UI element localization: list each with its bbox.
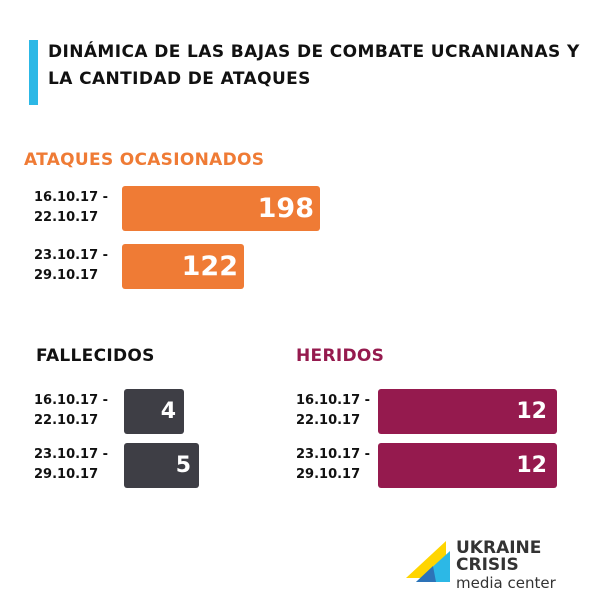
fallecidos-date-line: 23.10.17 - [34,447,109,462]
heridos-heading: HERIDOS [296,346,385,366]
ataques-ocasionados-date-label: 23.10.17 - 29.10.17 [34,246,108,286]
fallecidos-date-line: 16.10.17 - [34,393,109,408]
fallecidos-value-label: 4 [160,399,176,424]
ataques-ocasionados-date-label: 16.10.17 - 22.10.17 [34,188,108,228]
ataques-ocasionados-bar: 122 [122,244,244,289]
heridos-date-label: 16.10.17 - 22.10.17 [296,391,370,431]
fallecidos-value-label: 5 [175,453,191,478]
logo-name: UKRAINE CRISIS [456,538,542,575]
heridos-bar: 12 [378,443,557,488]
page-title-line-1: Dinámica de las bajas de combate ucrania… [48,42,580,62]
ataques-ocasionados-heading: ATAQUES OCASIONADOS [24,150,265,170]
fallecidos-bar: 4 [124,389,184,434]
title-accent-bar [29,40,38,105]
ataques-ocasionados-date-line: 23.10.17 - [34,248,109,263]
fallecidos-date-label: 16.10.17 - 22.10.17 [34,391,108,431]
ataques-ocasionados-date-line: 29.10.17 [34,268,99,283]
logo-blue-triangle [416,566,436,582]
fallecidos-date-line: 29.10.17 [34,467,99,482]
ataques-ocasionados-value-label: 122 [181,251,238,282]
ataques-ocasionados-date-line: 16.10.17 - [34,190,109,205]
logo-text: UKRAINE CRISIS media center [456,540,594,591]
logo-subtitle: media center [456,574,556,592]
heridos-date-line: 23.10.17 - [296,447,371,462]
fallecidos-heading: FALLECIDOS [36,346,155,366]
logo: UKRAINE CRISIS media center [404,538,594,591]
heridos-date-line: 29.10.17 [296,467,361,482]
heridos-date-label: 23.10.17 - 29.10.17 [296,445,370,485]
ataques-ocasionados-date-line: 22.10.17 [34,210,99,225]
heridos-date-line: 16.10.17 - [296,393,371,408]
page-title-line-2: la cantidad de ataques [48,69,311,89]
ataques-ocasionados-value-label: 198 [257,193,314,224]
heridos-bar: 12 [378,389,557,434]
fallecidos-date-line: 22.10.17 [34,413,99,428]
fallecidos-date-label: 23.10.17 - 29.10.17 [34,445,108,485]
logo-mark-icon [406,541,450,582]
heridos-value-label: 12 [516,399,547,424]
ataques-ocasionados-bar: 198 [122,186,320,231]
fallecidos-bar: 5 [124,443,199,488]
heridos-date-line: 22.10.17 [296,413,361,428]
heridos-value-label: 12 [516,453,547,478]
page-title: Dinámica de las bajas de combate ucrania… [48,39,588,93]
